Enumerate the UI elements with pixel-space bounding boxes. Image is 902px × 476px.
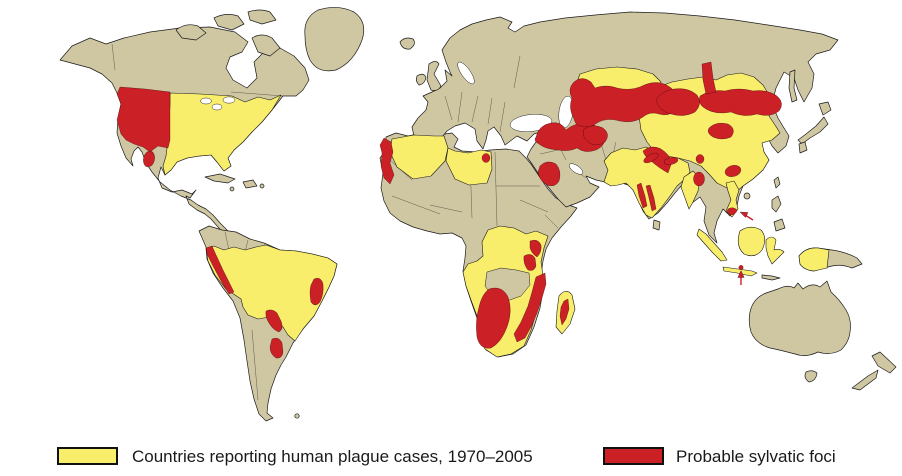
region-falklands <box>294 413 300 419</box>
region-cuba <box>204 173 236 184</box>
region-hainan <box>743 192 751 200</box>
region-new-zealand-north <box>871 351 897 374</box>
focus-south-vietnam <box>727 207 738 216</box>
region-arctic-island-2 <box>213 14 245 31</box>
region-arctic-island-3 <box>247 9 277 25</box>
region-taiwan <box>773 176 781 189</box>
region-south-america-yellow <box>205 244 338 342</box>
region-greenland <box>304 7 365 72</box>
focus-bolivia-paraguay <box>265 309 283 333</box>
focus-tanzania-south <box>523 254 537 271</box>
focus-southern-africa <box>476 287 511 349</box>
legend-label-reporting: Countries reporting human plague cases, … <box>132 447 533 466</box>
region-ireland <box>415 73 427 86</box>
legend: Countries reporting human plague cases, … <box>0 442 902 476</box>
region-west-new-guinea <box>798 247 830 272</box>
focus-siberia-finger <box>701 61 717 95</box>
vietnam-pointer-arrow <box>739 211 754 221</box>
region-sakhalin <box>788 69 798 103</box>
focus-morocco-coast <box>379 137 395 185</box>
region-sumatra <box>696 228 728 262</box>
region-hispaniola <box>242 179 258 189</box>
region-hokkaido <box>818 101 832 116</box>
region-baffin-island <box>251 34 281 57</box>
region-usa-east <box>162 92 282 176</box>
focus-kenya-tanzania-north <box>529 239 542 258</box>
focus-kopet-dag <box>582 125 608 146</box>
region-lesser-sunda <box>761 274 781 281</box>
focus-mongolia <box>699 88 782 116</box>
region-sri-lanka <box>652 219 661 231</box>
legend-swatch-foci <box>603 447 664 465</box>
focus-libya <box>481 153 491 163</box>
focus-madagascar <box>559 298 570 326</box>
region-iceland <box>399 37 415 50</box>
focus-india-ghats-east <box>645 184 657 212</box>
sylvatic-foci <box>116 61 782 359</box>
region-great-britain <box>426 61 442 91</box>
region-libya <box>445 147 493 186</box>
region-kyushu <box>798 141 808 154</box>
focus-western-usa <box>116 86 171 153</box>
region-tasmania <box>804 370 818 383</box>
focus-java <box>738 265 744 270</box>
focus-north-india-east <box>663 157 679 165</box>
region-arctic-island-1 <box>175 24 207 41</box>
focus-saudi-arabia <box>537 161 561 187</box>
focus-yunnan <box>693 171 705 187</box>
world-map <box>59 7 897 422</box>
lake-ontario-erie <box>222 96 236 104</box>
focus-peru-ecuador-coast <box>205 245 235 295</box>
focus-altai <box>655 88 700 116</box>
focus-gansu <box>707 122 734 140</box>
focus-north-india-west <box>643 152 659 164</box>
focus-mozambique <box>513 272 547 343</box>
focus-northern-mexico <box>143 150 155 168</box>
focus-sichuan <box>695 154 705 164</box>
region-borneo <box>737 226 766 257</box>
lake-michigan-huron <box>211 103 223 111</box>
legend-label-foci: Probable sylvatic foci <box>676 447 836 466</box>
region-puerto-rico <box>259 183 265 189</box>
baltic-sea <box>457 61 475 85</box>
focus-southern-brazil <box>269 337 284 359</box>
region-new-zealand-south <box>851 369 879 391</box>
focus-northeast-brazil <box>309 277 324 306</box>
java-pointer-arrow <box>737 270 745 285</box>
region-luzon <box>771 195 782 213</box>
region-jamaica <box>229 186 235 192</box>
region-mindanao <box>773 218 786 232</box>
region-algeria <box>389 134 449 180</box>
region-sulawesi <box>765 236 785 265</box>
lake-superior <box>200 97 212 105</box>
focus-southeast-china <box>724 165 742 177</box>
persian-gulf <box>568 163 584 175</box>
legend-swatch-reporting <box>57 447 118 465</box>
region-australia <box>748 280 851 356</box>
focus-india-ghats-west <box>636 182 648 209</box>
